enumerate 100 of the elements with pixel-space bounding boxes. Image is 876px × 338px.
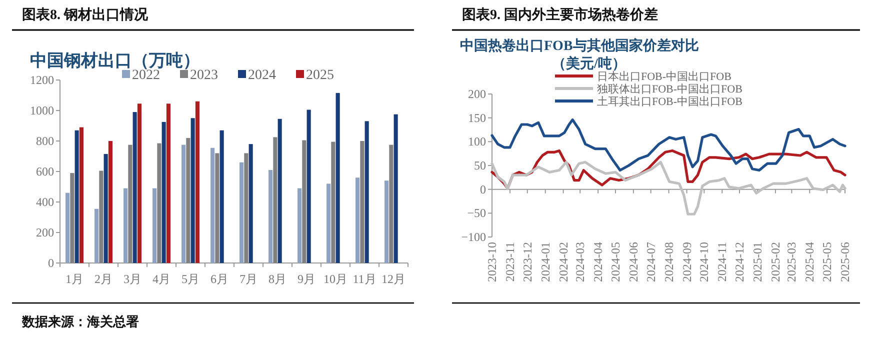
bar xyxy=(190,118,195,263)
x-tick-label: 10月 xyxy=(324,272,348,286)
bar xyxy=(268,170,273,263)
bar xyxy=(248,144,253,263)
legend-label: 土耳其出口FOB-中国出口FOB xyxy=(597,95,742,108)
y-tick-label: 150 xyxy=(468,110,486,125)
x-tick-label: 2024-12 xyxy=(732,242,747,282)
x-tick-label: 1月 xyxy=(66,272,84,286)
x-tick-label: 2025-01 xyxy=(750,242,764,282)
x-tick-label: 2025-02 xyxy=(768,242,782,282)
y-tick-label: 0 xyxy=(48,256,54,270)
legend-label: 2022 xyxy=(132,68,160,83)
x-tick-label: 11月 xyxy=(352,272,376,286)
chart-title: 图表8. 钢材出口情况 xyxy=(22,7,149,23)
x-tick-label: 2024-02 xyxy=(556,242,570,282)
x-tick-label: 2025-04 xyxy=(802,242,817,282)
x-tick-label: 2024-07 xyxy=(644,242,658,282)
x-tick-label: 2024-08 xyxy=(662,242,676,282)
y-tick-label: 400 xyxy=(36,195,54,209)
x-tick-label: 2025-03 xyxy=(784,242,799,282)
bar xyxy=(384,180,389,263)
x-tick-label: 8月 xyxy=(268,272,286,286)
x-tick-label: 2月 xyxy=(94,272,112,286)
x-tick-label: 3月 xyxy=(124,272,142,286)
bar xyxy=(128,144,132,263)
bar xyxy=(273,137,278,263)
y-axis-title: （美元/吨） xyxy=(552,55,626,72)
x-tick-label: 6月 xyxy=(210,272,228,286)
x-tick-label: 4月 xyxy=(152,272,170,286)
x-tick-label: 7月 xyxy=(240,272,258,286)
x-tick-label: 2024-03 xyxy=(573,242,588,282)
bar xyxy=(278,118,282,263)
x-tick-label: 2024-06 xyxy=(626,242,640,282)
y-tick-label: 600 xyxy=(36,164,54,178)
x-tick-label: 2024-09 xyxy=(680,242,694,282)
bar xyxy=(108,141,112,263)
bar xyxy=(182,144,186,263)
bar xyxy=(331,142,336,263)
x-tick-label: 9月 xyxy=(298,272,316,286)
bar xyxy=(306,110,311,263)
y-tick-label: 800 xyxy=(36,134,54,148)
bar xyxy=(124,188,128,263)
y-tick-label: 50 xyxy=(474,158,486,172)
x-tick-label: 2023-11 xyxy=(502,242,517,282)
bar xyxy=(152,188,157,263)
x-tick-label: 5月 xyxy=(182,272,200,286)
bar xyxy=(240,162,244,263)
bar xyxy=(137,104,142,263)
bar xyxy=(166,104,170,263)
bar xyxy=(66,192,70,263)
bar xyxy=(364,121,369,263)
bar xyxy=(302,140,306,263)
x-tick-label: 2024-04 xyxy=(591,242,606,282)
bar xyxy=(94,208,99,263)
x-tick-label: 2025-05 xyxy=(820,242,834,282)
bar xyxy=(186,138,190,263)
y-tick-label: 200 xyxy=(468,87,486,101)
bar xyxy=(220,130,224,263)
bar xyxy=(70,173,74,263)
bar xyxy=(326,184,331,263)
bar xyxy=(394,114,398,263)
x-tick-label: 2025-06 xyxy=(838,242,852,282)
line-series xyxy=(490,118,846,172)
bar xyxy=(356,178,360,263)
bar xyxy=(389,144,394,263)
legend-label: 日本出口FOB-中国出口FOB xyxy=(597,70,732,83)
x-tick-label: 2023-10 xyxy=(485,242,499,282)
y-tick-label: 1000 xyxy=(30,104,54,118)
y-tick-label: −50 xyxy=(467,206,486,220)
y-tick-label: 200 xyxy=(36,226,54,240)
line-series xyxy=(490,160,846,216)
legend-label: 2025 xyxy=(306,68,334,83)
bar xyxy=(215,153,220,263)
bar xyxy=(157,143,162,263)
legend-label: 2023 xyxy=(190,68,218,83)
y-tick-label: 0 xyxy=(480,182,486,196)
bar xyxy=(244,153,248,263)
bar xyxy=(74,130,79,263)
bar xyxy=(298,188,302,263)
source-note: 数据来源：海关总署 xyxy=(21,314,139,329)
y-tick-label: 1200 xyxy=(30,73,54,87)
bar xyxy=(162,122,166,263)
chart-subtitle: 中国热卷出口FOB与其他国家价差对比 xyxy=(460,37,699,54)
bar xyxy=(79,127,84,263)
x-tick-label: 2024-11 xyxy=(715,242,730,282)
bar xyxy=(360,141,364,263)
bar xyxy=(336,92,340,263)
bar xyxy=(132,112,137,263)
x-tick-label: 2024-10 xyxy=(697,242,712,282)
x-tick-label: 12月 xyxy=(382,272,406,286)
x-tick-label: 2024-01 xyxy=(538,242,552,282)
y-tick-label: −100 xyxy=(461,230,486,244)
bar xyxy=(210,148,215,263)
chart-subtitle: 中国钢材出口（万吨） xyxy=(30,51,200,70)
y-tick-label: 100 xyxy=(468,134,486,149)
legend-label: 独联体出口FOB-中国出口FOB xyxy=(597,82,742,96)
bar xyxy=(104,154,108,263)
chart-title: 图表9. 国内外主要市场热卷价差 xyxy=(462,6,658,23)
bar xyxy=(195,101,200,263)
bar xyxy=(99,170,104,263)
